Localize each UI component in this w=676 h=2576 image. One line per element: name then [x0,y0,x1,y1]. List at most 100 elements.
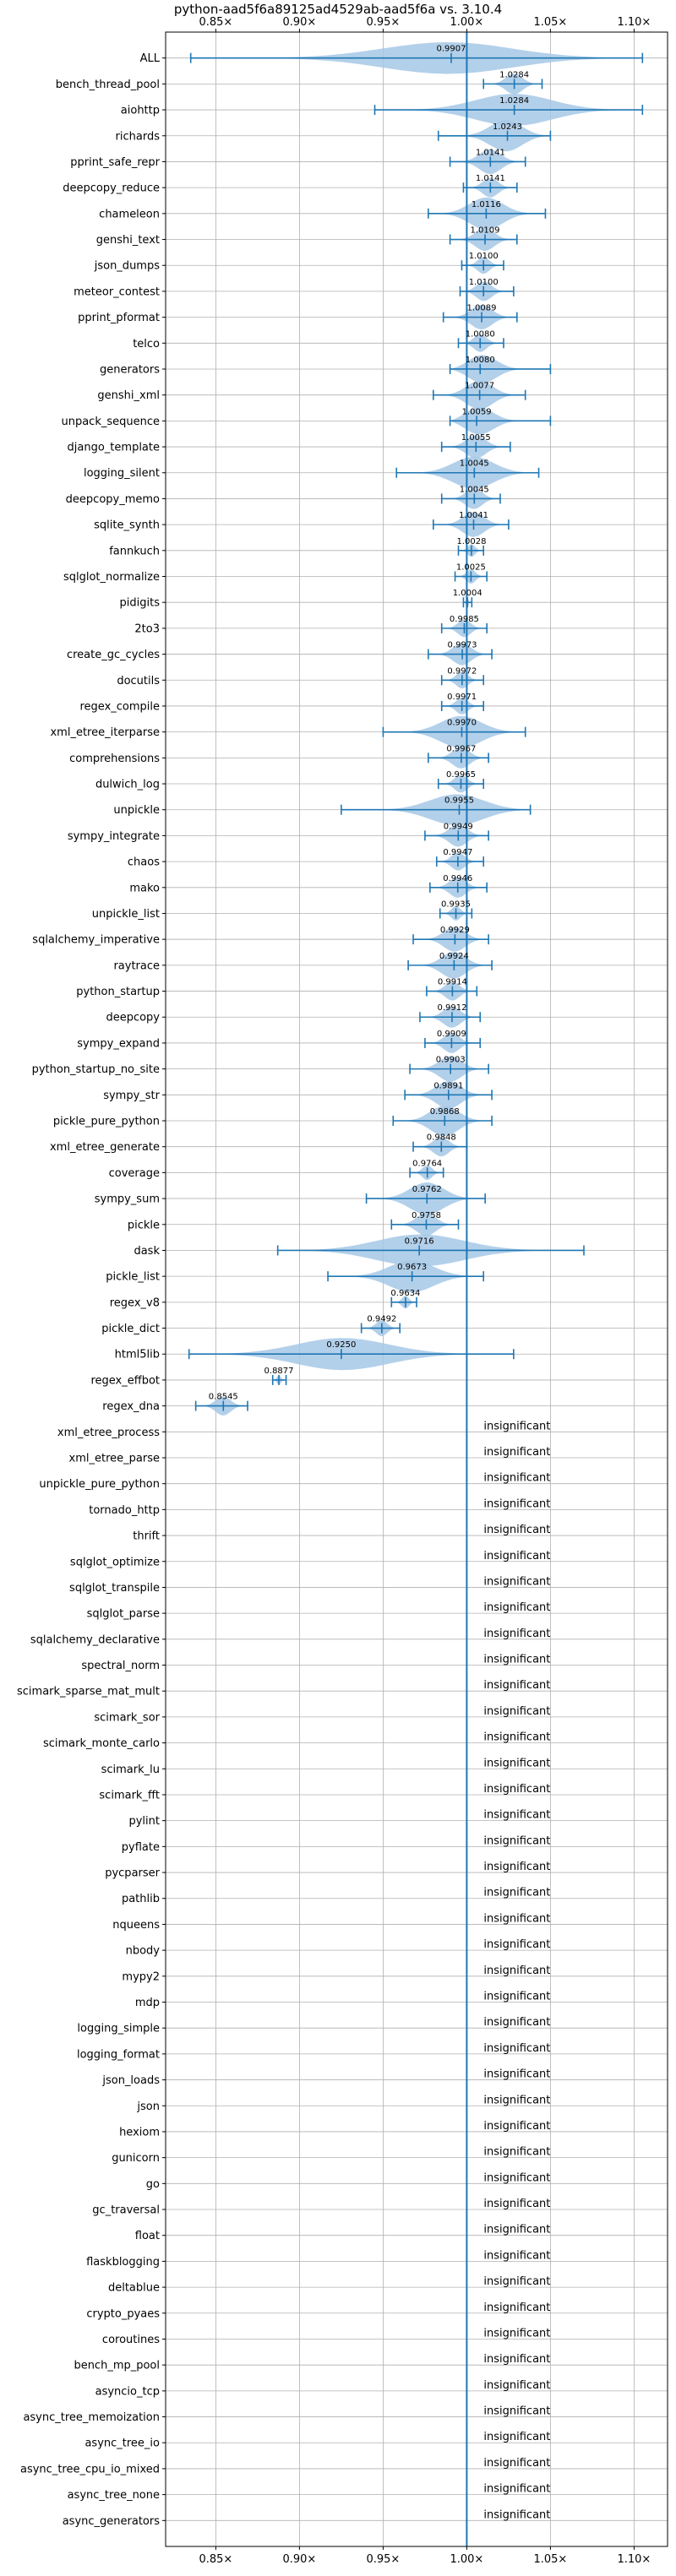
insignificant-label: insignificant [483,2198,550,2210]
value-label: 0.9891 [433,1081,463,1090]
insignificant-label: insignificant [483,1938,550,1951]
insignificant-label: insignificant [483,2224,550,2236]
value-label: 0.9965 [446,770,476,780]
benchmark-label: go [146,2178,160,2191]
benchmark-label: deepcopy_memo [66,493,160,506]
value-label: 1.0080 [466,356,495,365]
insignificant-label: insignificant [483,2171,550,2184]
value-label: 0.9758 [412,1211,441,1220]
benchmark-label: dask [134,1245,160,1258]
insignificant-label: insignificant [483,2508,550,2521]
benchmark-label: json_loads [101,2074,160,2087]
insignificant-label: insignificant [483,2327,550,2340]
x-tick-label-top: 0.90× [282,16,316,29]
insignificant-label: insignificant [483,1887,550,1899]
benchmark-label: pickle_dict [101,1323,160,1335]
insignificant-label: insignificant [483,2405,550,2418]
value-label: 0.9935 [441,899,471,909]
benchmark-label: raytrace [113,959,160,972]
benchmark-label: docutils [117,675,160,687]
benchmark-label: float [135,2230,160,2242]
benchmark-label: pickle_pure_python [53,1116,160,1128]
value-label: 0.9955 [444,796,474,806]
benchmark-label: html5lib [115,1349,160,1361]
insignificant-label: insignificant [483,1705,550,1718]
benchmark-label: thrift [133,1530,160,1543]
benchmark-label: ALL [140,52,161,65]
benchmark-label: nqueens [112,1919,160,1932]
benchmark-label: async_tree_none [68,2489,160,2502]
benchmark-label: sqlglot_transpile [69,1582,160,1595]
value-label: 1.0080 [466,329,495,339]
benchmark-label: chameleon [99,208,160,220]
benchmark-label: coverage [109,1167,160,1180]
benchmark-label: pidigits [120,597,161,610]
insignificant-label: insignificant [483,1446,550,1459]
insignificant-label: insignificant [483,2042,550,2055]
benchmark-label: coroutines [102,2334,160,2346]
value-label: 0.9970 [447,719,477,728]
value-label: 1.0045 [460,485,489,494]
benchmark-label: scimark_fft [99,1789,160,1802]
value-label: 1.0041 [459,511,488,520]
benchmark-label: async_tree_memoization [23,2411,160,2424]
benchmark-label: unpack_sequence [61,416,160,428]
value-label: 0.9848 [427,1133,456,1143]
benchmark-label: sqlglot_parse [87,1608,160,1621]
benchmark-label: sqlglot_normalize [63,571,160,584]
benchmark-label: scimark_lu [101,1764,160,1776]
value-label: 0.9967 [446,744,476,753]
range-bar-layer [188,52,644,1411]
x-tick-label-top: 0.85× [199,16,232,29]
benchmark-label: pylint [128,1815,160,1828]
benchmark-label: pyflate [122,1841,160,1854]
value-label: 1.0141 [476,174,505,183]
benchmark-label: pathlib [122,1893,160,1905]
benchmark-label: async_tree_cpu_io_mixed [20,2463,160,2475]
value-label: 0.9907 [436,45,466,54]
benchmark-label: pprint_pformat [78,312,160,324]
benchmark-label: deepcopy_reduce [63,182,160,195]
insignificant-label: insignificant [483,2068,550,2081]
insignificant-label: insignificant [483,1861,550,1873]
value-label: 0.9673 [397,1263,427,1272]
insignificant-label: insignificant [483,1783,550,1796]
insignificant-label: insignificant [483,1757,550,1769]
value-label: 1.0100 [469,252,499,261]
value-label: 1.0100 [469,278,499,287]
benchmark-label: gunicorn [112,2152,160,2165]
insignificant-label: insignificant [483,1834,550,1847]
insignificant-label: insignificant [483,2431,550,2443]
benchmark-label: crypto_pyaes [86,2307,160,2320]
value-label: 1.0059 [462,407,492,416]
benchmark-label: bench_thread_pool [56,79,160,91]
violin-layer [188,41,643,1416]
benchmark-label: pprint_safe_repr [70,156,160,169]
value-label: 1.0116 [472,200,501,209]
value-label: 1.0284 [499,70,529,79]
benchmark-label: unpickle [113,804,160,817]
benchmark-label: django_template [68,442,160,454]
value-label: 0.9868 [430,1107,460,1117]
benchmark-label: regex_dna [102,1400,160,1413]
benchmark-label: logging_format [77,2048,160,2061]
value-label: 0.9250 [326,1340,356,1350]
benchmark-label: aiohttp [121,105,160,117]
value-label: 0.9716 [405,1236,434,1246]
benchmark-label: sqlite_synth [94,519,160,532]
insignificant-label: insignificant [483,1601,550,1614]
benchmark-label: json [136,2100,160,2113]
benchmark-label: sqlalchemy_declarative [30,1633,160,1646]
x-tick-label-top: 1.10× [617,16,651,29]
insignificant-label: insignificant [483,1731,550,1744]
x-tick-label-top: 1.05× [533,16,567,29]
benchmark-label: asyncio_tcp [95,2385,160,2398]
value-label: 0.9912 [437,1003,466,1013]
benchmark-label: meteor_contest [74,285,160,298]
value-label: 1.0243 [493,122,522,132]
benchmark-label: bench_mp_pool [74,2360,160,2372]
value-label: 0.9949 [444,822,473,831]
benchmark-label: sqlglot_optimize [70,1556,160,1568]
